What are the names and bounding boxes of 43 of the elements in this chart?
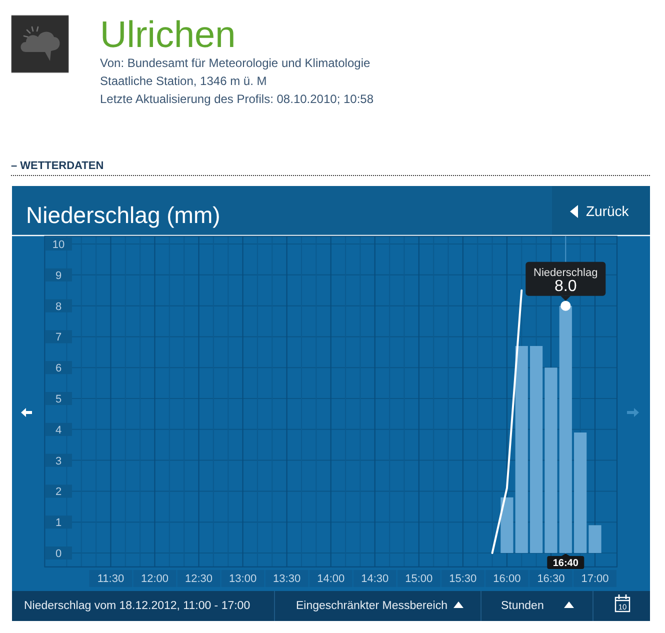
- bar: [544, 368, 558, 553]
- y-tick-label: 0: [55, 548, 62, 560]
- x-tick-label: 16:00: [493, 573, 521, 585]
- x-tick-label: 12:30: [185, 573, 213, 585]
- x-tick-label: 16:30: [537, 573, 565, 585]
- x-tick-label: 15:00: [405, 573, 433, 585]
- text: Von: Bundesamt für Meteorologie und Klimatologie: [100, 56, 370, 70]
- y-tick-label: 3: [55, 455, 62, 468]
- y-tick-label: 7: [55, 332, 62, 344]
- y-tick-label: 1: [55, 517, 62, 530]
- text: Ulrichen: [100, 14, 236, 55]
- bar: [574, 432, 587, 553]
- text: Stunden: [501, 600, 544, 612]
- y-tick-label: 4: [55, 424, 62, 436]
- x-tick-label: 15:30: [449, 573, 477, 585]
- x-tick-label: 11:30: [97, 573, 124, 585]
- text: Zurück: [586, 203, 630, 219]
- annotation: 16:40: [552, 558, 579, 569]
- bar: [588, 525, 602, 553]
- tooltip: 16:40: [547, 554, 584, 569]
- y-tick-label: 10: [52, 239, 65, 252]
- bar: [530, 346, 543, 553]
- bar: [515, 346, 528, 553]
- text: – WETTERDATEN: [11, 160, 104, 172]
- x-tick-label: 13:30: [273, 573, 301, 585]
- bar: [500, 497, 514, 553]
- x-tick-label: 14:30: [361, 573, 389, 585]
- data-label: 8.0: [554, 278, 577, 295]
- y-tick-label: 6: [55, 362, 62, 375]
- x-tick-label: 17:00: [581, 573, 609, 585]
- x-tick-label: 13:00: [229, 573, 257, 585]
- y-tick-label: 5: [55, 394, 62, 406]
- y-tick-label: 8: [55, 300, 62, 313]
- y-tick-label: 9: [55, 270, 62, 282]
- y-tick-label: 2: [55, 486, 62, 498]
- text: Letzte Aktualisierung des Profils: 08.10.2010; 10:58: [100, 92, 374, 106]
- text: Eingeschränkter Messbereich: [296, 600, 448, 612]
- x-tick-label: 14:00: [317, 573, 345, 585]
- x-tick-label: 12:00: [140, 573, 169, 585]
- text: Staatliche Station, 1346 m ü. M: [100, 74, 267, 88]
- chart-title: Niederschlag (mm): [26, 202, 220, 228]
- text: Niederschlag vom 18.12.2012, 11:00 - 17:00: [24, 600, 250, 612]
- tooltip: Niederschlag 8.0: [526, 262, 606, 301]
